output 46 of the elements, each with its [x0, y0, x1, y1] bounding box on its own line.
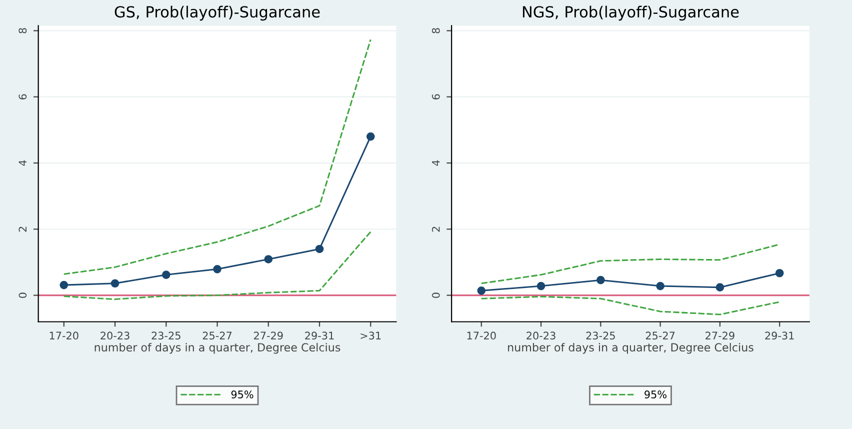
x-axis-title: number of days in a quarter, Degree Celcius	[94, 342, 340, 354]
y-tick-label: 4	[18, 160, 26, 166]
line-series	[63, 231, 372, 300]
point	[536, 282, 546, 290]
x-tick-label: 20-23	[100, 332, 130, 340]
line-series	[480, 296, 780, 316]
x-tick-label: 17-20	[467, 332, 496, 340]
y-tick-label: 0	[18, 292, 27, 298]
y-tick-label: 8	[18, 28, 27, 34]
chart-title: GS, Prob(layoff)-Sugarcane	[114, 6, 320, 21]
x-tick-label: 27-29	[254, 332, 283, 340]
y-tick-label: 2	[18, 226, 26, 232]
x-tick-label: 23-25	[586, 332, 615, 340]
y-tick-label: 6	[432, 94, 440, 100]
x-tick-label: 29-31	[305, 332, 334, 340]
point	[162, 270, 170, 279]
y-tick-label: 8	[432, 28, 440, 34]
x-tick-label: 25-27	[202, 332, 232, 340]
x-tick-label: 17-20	[50, 332, 78, 340]
y-tick-label: 2	[432, 226, 440, 232]
point	[596, 276, 605, 284]
point	[213, 264, 222, 274]
line-series	[63, 38, 372, 275]
point	[110, 279, 120, 288]
y-tick-label: 0	[432, 292, 440, 298]
point	[656, 282, 664, 290]
x-tick-label: 29-31	[765, 332, 794, 340]
x-tick-label: 23-25	[152, 332, 180, 340]
point	[264, 255, 273, 264]
legend-label: 95%	[231, 390, 254, 398]
point	[775, 268, 784, 278]
point	[60, 280, 68, 290]
point	[477, 286, 486, 295]
x-tick-label: 27-29	[706, 332, 734, 340]
point	[716, 283, 724, 292]
legend-label: 95%	[644, 390, 666, 398]
x-axis-title: number of days in a quarter, Degree Celcius	[508, 342, 754, 354]
chart-title: NGS, Prob(layoff)-Sugarcane	[522, 6, 739, 21]
y-tick-label: 4	[432, 160, 440, 166]
x-tick-label: 20-23	[526, 332, 556, 340]
point	[366, 132, 375, 141]
point	[315, 244, 324, 254]
y-tick-label: 6	[18, 94, 27, 100]
x-tick-label: >31	[360, 332, 381, 340]
x-tick-label: 25-27	[646, 332, 675, 340]
line-series	[480, 244, 780, 284]
